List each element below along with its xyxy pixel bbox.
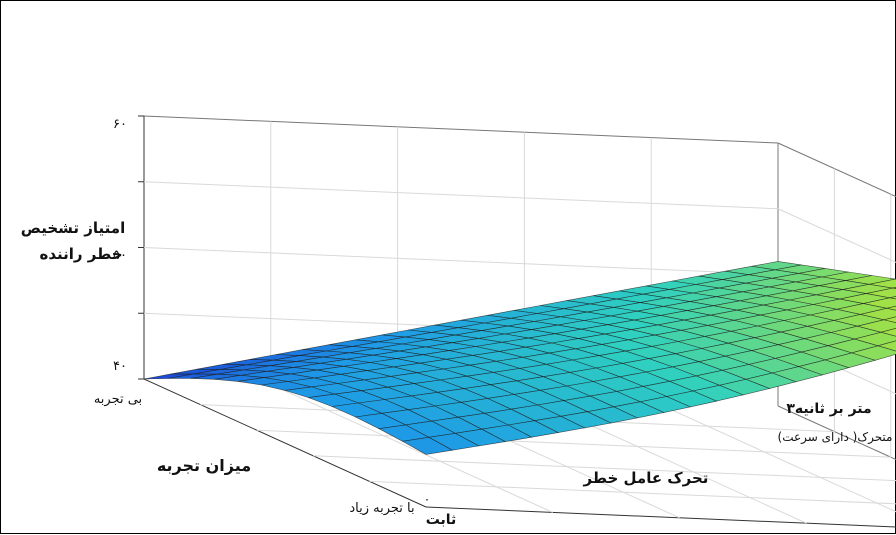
surface-mesh: [144, 261, 896, 454]
z-axis-label-line2: خطر راننده: [39, 245, 122, 263]
y-axis-line: [426, 507, 896, 534]
grid-line: [144, 182, 778, 209]
box-edge: [778, 143, 896, 271]
y-tick-label: ۳متر بر ثانیه: [786, 401, 871, 417]
y-axis-label: تحرک عامل خطر: [583, 469, 709, 487]
x-tick-label: بی تجربه: [94, 392, 142, 407]
grid-line: [144, 248, 778, 275]
box-edge: [778, 406, 896, 534]
y-axis-sublabel: متحرک( دارای سرعت): [778, 430, 893, 445]
y-tick-mark: ۰: [424, 492, 430, 506]
x-tick-label: با تجربه زیاد: [349, 501, 414, 516]
z-tick-label: ۵۰: [113, 248, 127, 263]
grid-line: [651, 401, 896, 529]
z-axis-label-line1: امتیاز تشخیص: [21, 219, 125, 237]
y-tick-label: ثابت: [426, 512, 457, 528]
z-tick-label: ۶۰: [113, 117, 127, 132]
x-axis-label: میزان تجربه: [157, 456, 251, 475]
box-edge: [144, 116, 778, 143]
axis-ticks: [138, 116, 144, 379]
z-tick-label: ۴۰: [113, 359, 127, 374]
